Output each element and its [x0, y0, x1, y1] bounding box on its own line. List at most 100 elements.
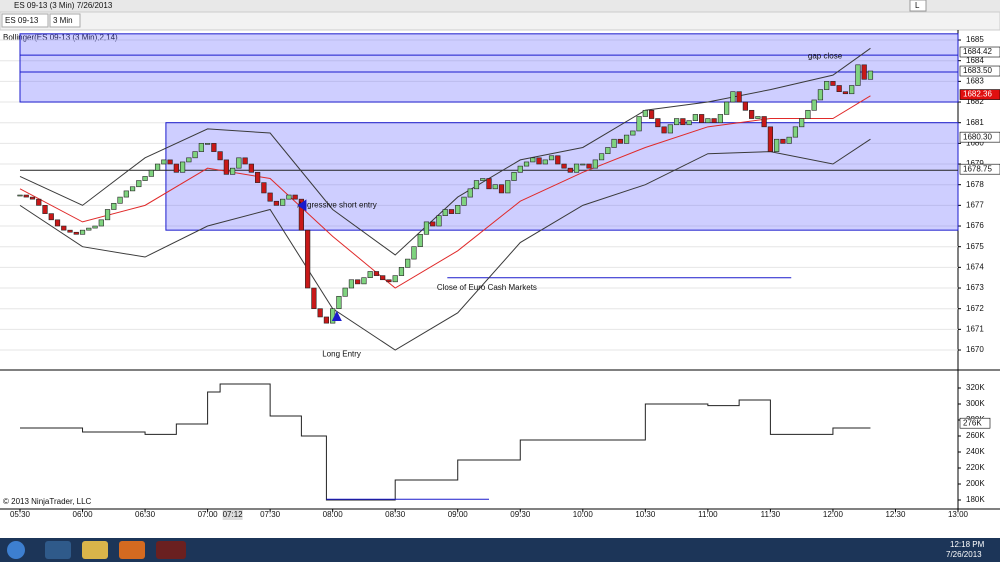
- candle: [511, 171, 517, 181]
- title-bar: [0, 0, 1000, 12]
- candle: [611, 138, 617, 148]
- candle: [280, 198, 286, 206]
- band-line: [19, 95, 871, 289]
- candle: [148, 169, 154, 177]
- candle: [305, 229, 311, 289]
- ninja-icon[interactable]: [156, 541, 186, 559]
- candle: [248, 163, 254, 173]
- folder-icon[interactable]: [82, 541, 108, 559]
- candle: [555, 155, 561, 165]
- y-tick-label: 300K: [966, 399, 985, 408]
- candle: [398, 267, 405, 276]
- candle: [811, 99, 817, 111]
- candle: [517, 165, 523, 173]
- price-tag: [959, 131, 1000, 143]
- band-line: [19, 138, 871, 351]
- y-tick-label: 1671: [966, 324, 984, 333]
- candle: [492, 184, 498, 190]
- y-tick-label: 260K: [966, 431, 985, 440]
- x-tick-label: 13:00: [948, 510, 969, 519]
- candle: [623, 134, 630, 144]
- candle: [179, 161, 186, 173]
- y-tick-label: 1684: [966, 56, 984, 65]
- candle: [548, 155, 555, 161]
- candle: [805, 109, 811, 119]
- x-tick-label: 12:00: [823, 510, 844, 519]
- candle: [699, 114, 705, 123]
- candle: [211, 143, 217, 152]
- candle: [467, 188, 473, 198]
- candle: [617, 138, 623, 144]
- candle: [373, 271, 380, 276]
- candle: [311, 287, 317, 309]
- y-tick-label: 240K: [966, 447, 985, 456]
- candle: [348, 279, 355, 289]
- annotation: Close of Euro Cash Markets: [437, 283, 537, 292]
- candle: [142, 176, 148, 181]
- window-title: ES 09-13 (3 Min) 7/26/2013: [14, 1, 113, 10]
- candle: [736, 91, 742, 103]
- candle: [161, 159, 167, 165]
- price-tag: [959, 417, 991, 429]
- y-tick-label: 1680: [966, 138, 984, 147]
- candle: [223, 159, 229, 175]
- price-tag-label: 1678.75: [963, 164, 992, 173]
- candle: [680, 118, 686, 126]
- candle: [717, 114, 723, 123]
- candle: [580, 163, 586, 166]
- candle: [367, 271, 373, 278]
- candle: [630, 130, 636, 136]
- candle: [292, 194, 298, 200]
- candle: [336, 295, 342, 309]
- entry-arrow: [297, 199, 307, 212]
- instrument-selector[interactable]: [1, 13, 49, 28]
- candle: [867, 70, 874, 80]
- price-tag: [959, 46, 1000, 58]
- candle: [236, 157, 242, 169]
- candle: [642, 109, 648, 117]
- candle: [711, 118, 717, 123]
- clock-date: 7/26/2013: [946, 550, 982, 559]
- toolbar: [0, 11, 1000, 31]
- candle: [317, 308, 323, 318]
- ie-icon[interactable]: [45, 541, 71, 559]
- candle: [730, 91, 736, 103]
- start-button[interactable]: [7, 541, 25, 559]
- candle: [767, 126, 773, 152]
- candle: [186, 157, 192, 163]
- y-tick-label: 320K: [966, 383, 985, 392]
- candle: [136, 180, 142, 188]
- price-tag-label: 1680.30: [963, 132, 992, 141]
- x-tick-label: 05:30: [10, 510, 31, 519]
- candle: [655, 118, 661, 128]
- x-tick-label: 07:30: [260, 510, 281, 519]
- candle: [849, 85, 855, 95]
- link-button[interactable]: [909, 0, 927, 12]
- candle: [29, 196, 36, 200]
- x-tick-label: 07:00: [198, 510, 219, 519]
- candle: [261, 182, 267, 194]
- candle: [592, 159, 598, 169]
- interval-selector[interactable]: [49, 13, 81, 28]
- candle: [799, 118, 805, 128]
- candle: [61, 225, 67, 231]
- price-tag-label: 1683.50: [963, 66, 992, 75]
- y-tick-label: 1682: [966, 97, 984, 106]
- candle: [380, 275, 386, 281]
- candle: [855, 64, 861, 86]
- candle: [536, 157, 542, 165]
- annotation: Aggressive short entry: [297, 200, 377, 209]
- price-tag-label: 276K: [963, 418, 982, 427]
- x-tick-label: 09:00: [448, 510, 469, 519]
- x-tick-label: 11:00: [698, 510, 718, 519]
- candle: [636, 116, 642, 132]
- media-icon[interactable]: [119, 541, 145, 559]
- candle: [98, 219, 104, 227]
- crosshair-tag: [222, 510, 243, 520]
- candle: [342, 287, 348, 297]
- candle: [861, 64, 867, 80]
- candle: [430, 221, 436, 227]
- x-tick-label: 10:00: [573, 510, 594, 519]
- candle: [298, 198, 305, 231]
- candle: [436, 215, 442, 227]
